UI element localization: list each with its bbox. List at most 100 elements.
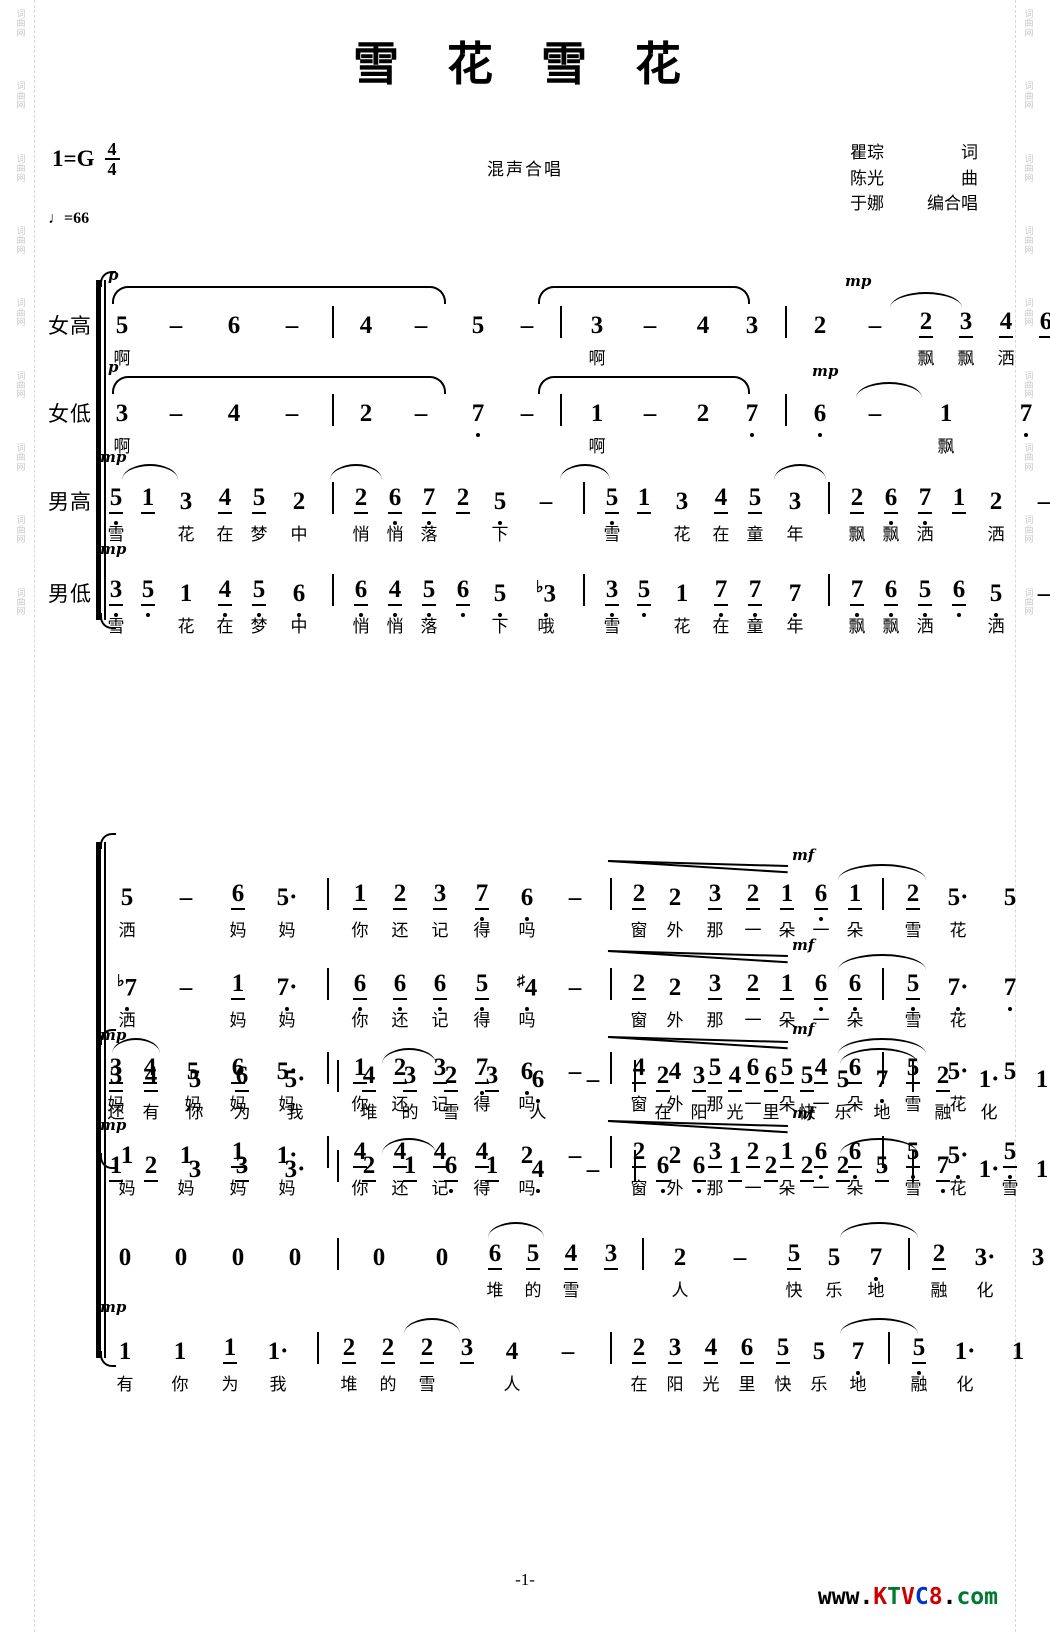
lyric-syllable: 我 [269,1374,287,1394]
note: 7 [869,1244,883,1271]
note: 4 [713,485,729,514]
lyric-syllable: 人 [671,1280,689,1300]
note: 3 [707,1139,723,1168]
system-brace-inner [104,280,106,620]
lyric-syllable: 融 [934,1102,952,1122]
lyric-syllable: 为 [221,1374,239,1394]
sustain-dash: – [179,884,193,911]
lyric-syllable: 落 [420,524,438,544]
note: 7 [875,1066,889,1093]
note: 1 [173,1338,187,1365]
note: 2 [799,1153,815,1182]
note: 5 [747,485,763,514]
lyric-syllable: 飘 [917,348,935,368]
note: 6 [230,1055,246,1084]
watermark-text: 词曲网 [1024,370,1034,400]
lyric-row-bass: 妈 妈 妈 妈 你 还 记 得 吗 窗 外 那 一 朵 一 朵 雪 花 雪 花 [100,1174,1022,1198]
note: 4 [387,577,403,606]
credit-row: 瞿琮 词 [850,140,978,166]
note-row-bass: 3 5 1 4 5 6 6 4 5 6 5 ♭3 3 5 1 7 7 7 7 6… [100,572,1050,607]
watermark-www: www. [817,1584,874,1610]
sustain-dash: – [643,312,657,339]
watermark-text: 词曲网 [1024,9,1034,38]
lyric-syllable: 童 [746,524,764,544]
note: 1 [779,971,795,1000]
lyric-syllable: 一 [744,1010,762,1030]
note-row-soprano: 3 4 5 6 5· 4 3 2 3 6 – 2 3 4 6 5 5 7 2 1… [100,1058,1048,1093]
sustain-dash: – [179,974,193,1001]
note: 6 [655,1153,671,1182]
note: 7 [935,1153,951,1182]
lyric-syllable: 悄 [352,524,370,544]
slur [382,1138,436,1154]
lyric-syllable: 妈 [229,920,247,940]
note: 2 [292,488,306,515]
note: 5 [108,485,124,514]
lyric-syllable: 记 [431,1094,449,1114]
voice-label-soprano: 女高 [48,314,92,338]
note: 6 [234,1063,250,1092]
barline [828,574,830,606]
tempo-marking: ♩=66 [48,210,90,227]
note: 3 [667,1335,683,1364]
note: 1· [978,1156,1000,1183]
note: 3 [604,577,620,606]
system-2: mf 5 – 6 5· 1 2 3 7 6 – 2 2 3 2 1 6 1 [0,664,1050,1198]
lyric-syllable: 人 [503,1374,521,1394]
note: 7 [1003,974,1017,1001]
note: 2 [631,971,647,1000]
page-number: -1- [515,1570,535,1589]
lyric-syllable: 一 [744,1178,762,1198]
lyric-syllable: 你 [351,1010,369,1030]
lyric-syllable: 啊 [588,348,606,368]
note: 5 [471,312,485,339]
note: 5· [947,884,969,911]
note: 2 [380,1335,396,1364]
note: 2 [673,1244,687,1271]
watermark-k: K [873,1584,888,1610]
note: 5· [276,884,298,911]
note: 1 [352,1055,368,1084]
note: 6 [455,577,471,606]
lyric-syllable: 还 [107,1102,125,1122]
lyric-syllable: 梦 [250,616,268,636]
barline [327,878,329,910]
page-title: 雪 花 雪 花 [352,37,698,91]
note: 7 [745,400,759,427]
lyric-syllable: 花 [673,616,691,636]
lyric-syllable: 外 [666,1094,684,1114]
note: 3 [234,1153,250,1182]
slur [840,1222,918,1238]
lyric-syllable: 洒 [118,1010,136,1030]
note: 3 [108,1063,124,1092]
lyric-syllable: 妈 [278,1094,296,1114]
note: 3 [432,881,448,910]
lyric-syllable: 得 [473,1178,491,1198]
barline [642,1238,644,1270]
note: 6 [227,312,241,339]
lyric-syllable: 有 [116,1374,134,1394]
note: 5 [604,485,620,514]
lyric-syllable: 飘 [848,524,866,544]
lyric-syllable: 光 [702,1374,720,1394]
note: 5 [874,1153,890,1182]
note: 5 [1003,1058,1017,1085]
note: 2 [763,1153,779,1182]
lyric-syllable: 雪 [418,1374,436,1394]
barline [888,1332,890,1364]
note: 3· [284,1156,306,1183]
lyric-syllable: 童 [746,616,764,636]
lyric-syllable: 悄 [352,616,370,636]
note: 1 [402,1153,418,1182]
note: 3 [707,881,723,910]
note: 7 [1019,400,1033,427]
note: 1 [590,400,604,427]
sustain-dash: – [568,1058,582,1085]
note: 1 [179,580,193,607]
lyric-syllable: 妈 [278,1010,296,1030]
note: 5 [251,485,267,514]
sustain-dash: – [643,400,657,427]
barline [785,394,787,426]
note: 3 [108,577,124,606]
note: 1· [954,1338,976,1365]
